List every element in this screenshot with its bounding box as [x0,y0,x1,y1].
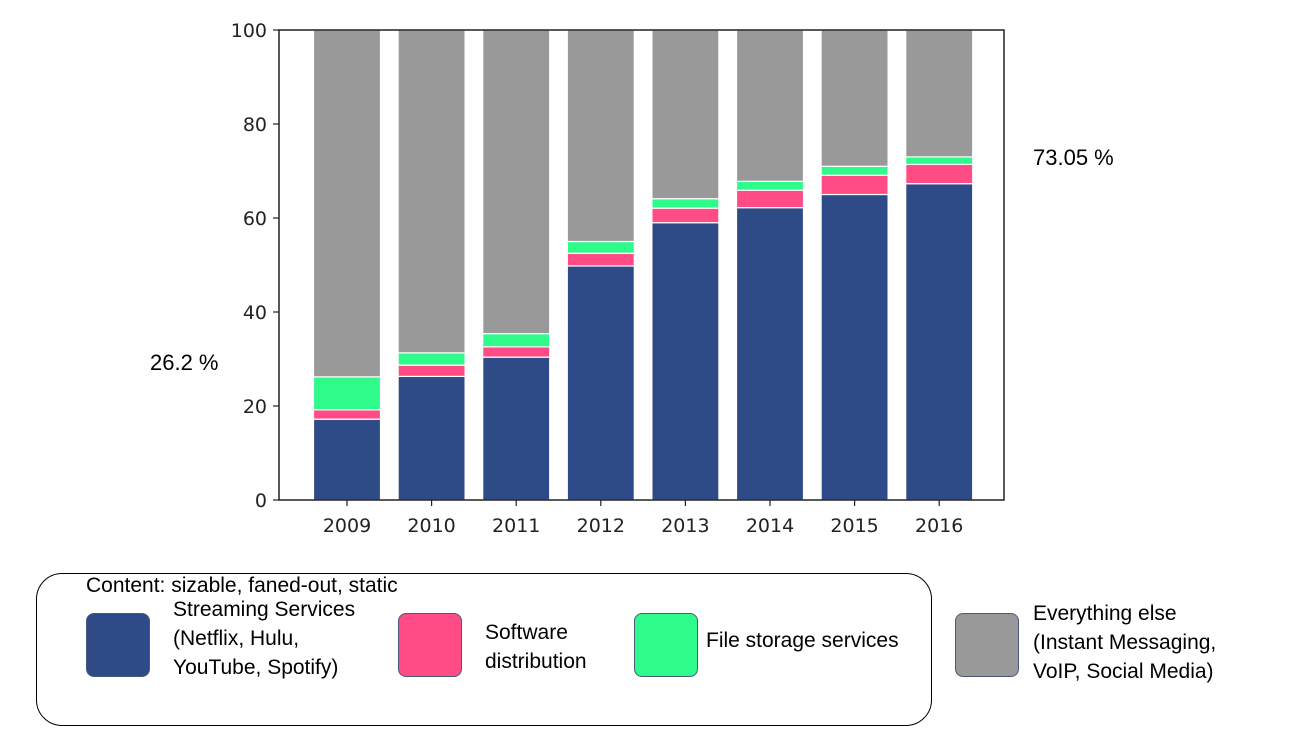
x-tick-label-2010: 2010 [407,515,455,537]
x-tick-label-2014: 2014 [746,515,794,537]
legend-label-everything-else-line-3: VoIP, Social Media) [1033,660,1214,683]
bar-segment-2010-series-4 [397,29,466,354]
x-tick-label-2013: 2013 [661,515,709,537]
bar-segment-2013-series-1 [651,222,720,501]
bar-segment-2012-series-3 [566,240,635,254]
bar-segment-2010-series-1 [397,375,466,501]
legend-label-everything-else-line-2: (Instant Messaging, [1033,631,1217,654]
annotation-2009-share: 26.2 % [150,350,219,375]
bar-segment-2016-series-4 [905,29,974,158]
x-tick-label-2012: 2012 [577,515,625,537]
annotation-2016-share: 73.05 % [1033,145,1114,170]
bar-segment-2011-series-2 [482,346,551,358]
bar-segment-2009-series-1 [312,418,382,501]
legend-label-file-storage: File storage services [706,626,899,655]
bar-segment-2009-series-4 [312,29,382,378]
legend-label-streaming: Streaming Services (Netflix, Hulu, YouTu… [173,595,355,682]
legend-label-everything-else: Everything else (Instant Messaging, VoIP… [1033,599,1216,686]
legend-note: Content: sizable, faned-out, static [86,574,398,597]
y-tick-label-0: 0 [255,490,267,512]
bar-segment-2013-series-3 [651,198,720,209]
legend-label-file-storage-line-1: File storage services [706,629,899,652]
legend-label-streaming-line-1: Streaming Services [173,598,356,621]
bar-segment-2013-series-4 [651,29,720,200]
bar-segment-2011-series-3 [482,333,551,348]
bar-segment-2014-series-4 [735,29,805,182]
bar-segment-2016-series-2 [905,163,974,185]
plot-frame [278,29,1005,501]
legend-box [36,573,932,726]
bar-segment-2015-series-1 [820,193,889,501]
bar-segment-2014-series-1 [735,207,805,501]
bar-segment-2009-series-2 [312,409,382,420]
bar-segment-2009-series-3 [312,376,382,411]
y-tick-label-20: 20 [243,396,267,418]
bar-segment-2014-series-3 [735,180,805,191]
x-tick-label-2011: 2011 [492,515,540,537]
legend-label-software-line-1: Software [485,621,568,644]
y-axis: 0 20 40 60 80 100 [231,20,279,512]
legend-swatch-software [398,613,462,677]
bar-segment-2016-series-1 [905,183,974,501]
x-tick-label-2015: 2015 [830,515,878,537]
legend-swatch-everything-else [955,613,1019,677]
y-tick-label-80: 80 [243,114,267,136]
bar-segment-2013-series-2 [651,207,720,224]
legend-label-software: Software distribution [485,618,587,676]
x-tick-label-2016: 2016 [915,515,963,537]
legend-label-everything-else-line-1: Everything else [1033,602,1177,625]
x-tick-label-2009: 2009 [323,515,371,537]
bar-segment-2015-series-3 [820,165,889,176]
bar-segment-2015-series-2 [820,174,889,196]
bar-segment-2011-series-4 [482,29,551,335]
legend-label-software-line-2: distribution [485,650,587,673]
legend-swatch-streaming [86,613,150,677]
y-tick-label-60: 60 [243,208,267,230]
bar-segment-2011-series-1 [482,356,551,501]
bar-segment-2016-series-3 [905,156,974,166]
y-tick-label-100: 100 [231,20,267,42]
bar-segment-2010-series-3 [397,352,466,366]
bars-layer [312,29,974,501]
bar-segment-2014-series-2 [735,189,805,209]
bar-segment-2012-series-4 [566,29,635,243]
y-tick-label-40: 40 [243,302,267,324]
legend-swatch-file-storage [634,613,698,677]
legend-label-streaming-line-3: YouTube, Spotify) [173,656,339,679]
bar-segment-2012-series-2 [566,252,635,267]
bar-segment-2015-series-4 [820,29,889,167]
x-axis: 2009 2010 2011 2012 2013 2014 2015 2016 [323,500,963,537]
stacked-bar-chart: 0 20 40 60 80 100 2009 2010 2011 2012 2013 2014 201… [231,20,1005,537]
bar-segment-2010-series-2 [397,364,466,377]
bar-segment-2012-series-1 [566,265,635,501]
legend-label-streaming-line-2: (Netflix, Hulu, [173,627,300,650]
